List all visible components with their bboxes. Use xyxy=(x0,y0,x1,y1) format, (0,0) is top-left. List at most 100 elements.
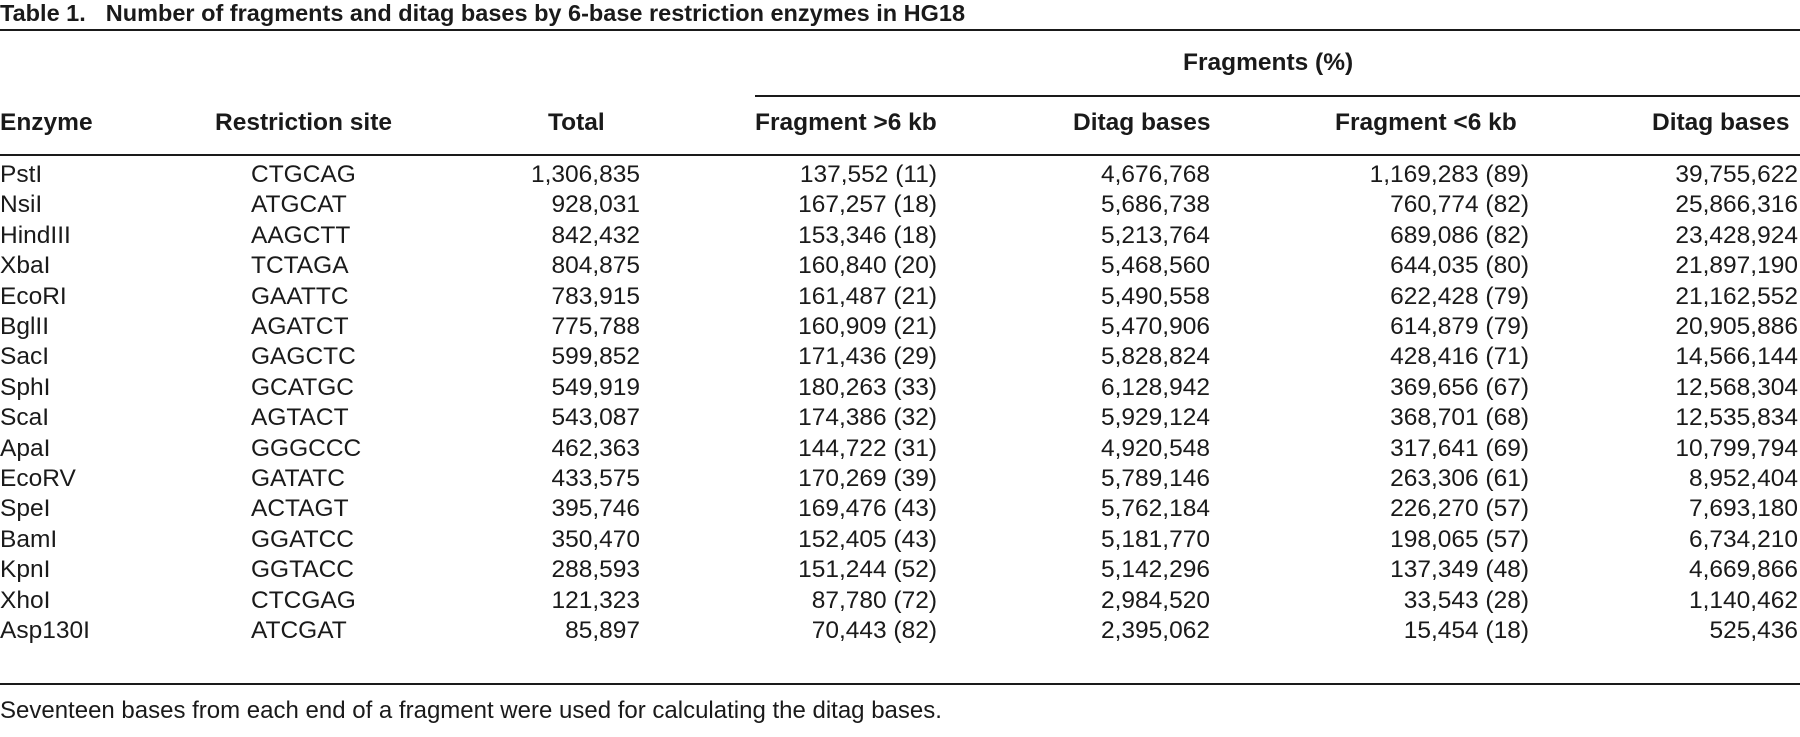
cell-ditag-bases-2: 14,566,144 xyxy=(1675,343,1798,371)
cell-fragment-gt-6kb: 137,552 (11) xyxy=(799,161,937,188)
cell-ditag-bases-1: 5,929,124 xyxy=(1101,404,1210,432)
cell-fragment-lt-6kb: 689,086 (82) xyxy=(1390,221,1529,249)
col-header-fragment-gt-6kb: Fragment >6 kb xyxy=(755,109,937,136)
cell-fragment-lt-6kb: 198,065 (57) xyxy=(1390,525,1529,553)
cell-fragment-lt-6kb: 33,543 (28) xyxy=(1403,586,1529,614)
cell-fragment-gt-6kb: 170,269 (39) xyxy=(798,465,937,492)
col-header-fragment-lt-6kb: Fragment <6 kb xyxy=(1335,109,1517,136)
cell-total: 599,852 xyxy=(551,343,640,371)
cell-restriction-site: ACTAGT xyxy=(251,495,349,523)
cell-ditag-bases-2: 39,755,622 xyxy=(1675,161,1798,188)
cell-ditag-bases-2: 20,905,886 xyxy=(1675,313,1798,340)
cell-fragment-lt-6kb: 369,656 (67) xyxy=(1390,373,1529,401)
cell-restriction-site: CTCGAG xyxy=(251,586,356,614)
cell-ditag-bases-2: 21,162,552 xyxy=(1675,282,1798,310)
cell-fragment-gt-6kb: 160,909 (21) xyxy=(798,313,937,340)
cell-ditag-bases-1: 5,828,824 xyxy=(1101,343,1210,371)
cell-fragment-gt-6kb: 144,722 (31) xyxy=(798,434,937,462)
cell-ditag-bases-1: 5,789,146 xyxy=(1101,465,1210,492)
table-row: BamI GGATCC 350,470 152,405 (43) 5,181,770 19… xyxy=(0,525,1800,555)
cell-ditag-bases-1: 4,676,768 xyxy=(1101,161,1210,188)
cell-fragment-gt-6kb: 151,244 (52) xyxy=(798,556,937,584)
cell-fragment-gt-6kb: 152,405 (43) xyxy=(798,525,937,553)
top-rule xyxy=(0,29,1800,31)
table-row: ScaI AGTACT 543,087 174,386 (32) 5,929,124 36… xyxy=(0,403,1800,433)
cell-fragment-gt-6kb: 70,443 (82) xyxy=(811,617,937,644)
cell-ditag-bases-1: 5,213,764 xyxy=(1101,221,1210,249)
cell-fragment-gt-6kb: 161,487 (21) xyxy=(798,282,937,310)
cell-restriction-site: AGTACT xyxy=(251,404,349,432)
cell-ditag-bases-2: 10,799,794 xyxy=(1675,434,1798,462)
cell-enzyme: NsiI xyxy=(0,191,43,219)
col-header-restriction-site: Restriction site xyxy=(215,109,392,136)
cell-restriction-site: CTGCAG xyxy=(251,161,356,188)
cell-ditag-bases-1: 6,128,942 xyxy=(1101,373,1210,401)
cell-fragment-lt-6kb: 644,035 (80) xyxy=(1390,252,1529,280)
cell-restriction-site: GCATGC xyxy=(251,373,354,401)
cell-ditag-bases-1: 5,490,558 xyxy=(1101,282,1210,310)
cell-restriction-site: GAGCTC xyxy=(251,343,356,371)
cell-fragment-lt-6kb: 263,306 (61) xyxy=(1390,465,1529,492)
cell-fragment-lt-6kb: 15,454 (18) xyxy=(1403,617,1529,644)
cell-fragment-gt-6kb: 167,257 (18) xyxy=(798,191,937,219)
cell-restriction-site: GGTACC xyxy=(251,556,354,584)
cell-total: 85,897 xyxy=(565,617,640,644)
cell-fragment-lt-6kb: 622,428 (79) xyxy=(1390,282,1529,310)
cell-restriction-site: ATCGAT xyxy=(251,617,347,644)
cell-restriction-site: AGATCT xyxy=(251,313,349,340)
cell-total: 783,915 xyxy=(551,282,640,310)
col-header-ditag-bases-2: Ditag bases xyxy=(1652,109,1790,136)
col-header-ditag-bases-1: Ditag bases xyxy=(1073,109,1211,136)
table-row: EcoRI GAATTC 783,915 161,487 (21) 5,490,558 6… xyxy=(0,282,1800,312)
cell-fragment-lt-6kb: 428,416 (71) xyxy=(1390,343,1529,371)
cell-fragment-gt-6kb: 180,263 (33) xyxy=(798,373,937,401)
table-row: SpeI ACTAGT 395,746 169,476 (43) 5,762,184 22… xyxy=(0,494,1800,524)
cell-ditag-bases-2: 6,734,210 xyxy=(1689,525,1798,553)
bottom-rule xyxy=(0,683,1800,685)
cell-ditag-bases-1: 5,142,296 xyxy=(1101,556,1210,584)
cell-ditag-bases-1: 2,984,520 xyxy=(1101,586,1210,614)
table-caption-text: Number of fragments and ditag bases by 6… xyxy=(105,0,966,26)
cell-enzyme: Asp130I xyxy=(0,617,90,644)
table-row: NsiI ATGCAT 928,031 167,257 (18) 5,686,738 76… xyxy=(0,190,1800,220)
cell-enzyme: XhoI xyxy=(0,586,51,614)
cell-enzyme: HindIII xyxy=(0,221,71,249)
cell-fragment-lt-6kb: 137,349 (48) xyxy=(1390,556,1529,584)
cell-ditag-bases-1: 5,181,770 xyxy=(1101,525,1210,553)
cell-restriction-site: GATATC xyxy=(251,465,345,492)
col-header-enzyme: Enzyme xyxy=(0,109,93,136)
table-row: SphI GCATGC 549,919 180,263 (33) 6,128,942 36… xyxy=(0,373,1800,403)
cell-fragment-lt-6kb: 317,641 (69) xyxy=(1390,434,1529,462)
cell-enzyme: ApaI xyxy=(0,434,51,462)
cell-ditag-bases-2: 8,952,404 xyxy=(1689,465,1798,492)
cell-total: 1,306,835 xyxy=(531,161,640,188)
cell-total: 462,363 xyxy=(551,434,640,462)
cell-enzyme: XbaI xyxy=(0,252,51,280)
cell-enzyme: ScaI xyxy=(0,404,50,432)
table-row: ApaI GGGCCC 462,363 144,722 (31) 4,920,548 31… xyxy=(0,434,1800,464)
table-row: SacI GAGCTC 599,852 171,436 (29) 5,828,824 42… xyxy=(0,342,1800,372)
cell-total: 775,788 xyxy=(551,313,640,340)
cell-enzyme: KpnI xyxy=(0,556,51,584)
cell-ditag-bases-2: 525,436 xyxy=(1709,617,1798,644)
table-row: XbaI TCTAGA 804,875 160,840 (20) 5,468,560 64… xyxy=(0,251,1800,281)
cell-fragment-gt-6kb: 160,840 (20) xyxy=(798,252,937,280)
cell-fragment-gt-6kb: 153,346 (18) xyxy=(798,221,937,249)
cell-enzyme: EcoRV xyxy=(0,465,76,492)
cell-ditag-bases-2: 23,428,924 xyxy=(1675,221,1798,249)
cell-fragment-lt-6kb: 368,701 (68) xyxy=(1390,404,1529,432)
cell-total: 121,323 xyxy=(551,586,640,614)
cell-ditag-bases-1: 4,920,548 xyxy=(1101,434,1210,462)
table-row: Asp130I ATCGAT 85,897 70,443 (82) 2,395,062 1… xyxy=(0,616,1800,646)
cell-ditag-bases-2: 21,897,190 xyxy=(1675,252,1798,280)
col-header-total: Total xyxy=(548,109,605,136)
cell-enzyme: SphI xyxy=(0,373,51,401)
cell-enzyme: PstI xyxy=(0,161,43,188)
cell-ditag-bases-2: 4,669,866 xyxy=(1689,556,1798,584)
cell-fragment-lt-6kb: 1,169,283 (89) xyxy=(1369,161,1529,188)
table-row: EcoRV GATATC 433,575 170,269 (39) 5,789,146 2… xyxy=(0,464,1800,494)
cell-fragment-lt-6kb: 614,879 (79) xyxy=(1390,313,1529,340)
cell-total: 804,875 xyxy=(551,252,640,280)
cell-total: 842,432 xyxy=(551,221,640,249)
table-row: PstI CTGCAG 1,306,835 137,552 (11) 4,676,768… xyxy=(0,160,1800,190)
